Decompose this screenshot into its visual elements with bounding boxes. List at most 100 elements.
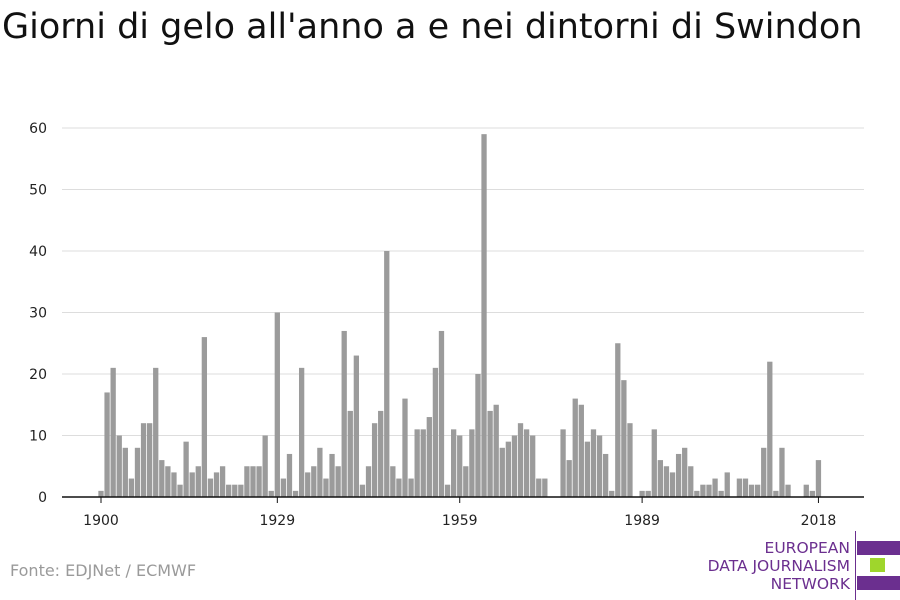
- logo-divider: [855, 531, 856, 600]
- bar-1992: [657, 460, 664, 497]
- bar-1989: [639, 490, 645, 497]
- bar-1967: [505, 441, 512, 497]
- bar-2012: [779, 447, 785, 497]
- logo-block-bottom: [857, 576, 900, 590]
- bar-1937: [323, 478, 329, 497]
- bar-1920: [219, 466, 226, 497]
- x-axis: 1900 1929 1959 1989 2018: [62, 496, 864, 529]
- x-tick-label: 1929: [259, 513, 295, 529]
- chart-title: Giorni di gelo all'anno a e nei dintorni…: [2, 7, 863, 47]
- bar-1930: [280, 478, 287, 497]
- bar-1968: [511, 435, 518, 497]
- bar-1914: [183, 441, 189, 497]
- bar-1964: [487, 410, 493, 497]
- bar-1943: [359, 484, 366, 497]
- bar-2007: [748, 484, 755, 497]
- x-tick-label: 1989: [624, 513, 660, 529]
- bar-1941: [347, 410, 353, 497]
- y-tick-label: 30: [29, 306, 47, 322]
- bars: [98, 134, 822, 497]
- logo-block-middle: [870, 558, 885, 572]
- logo-line-network: NETWORK: [770, 575, 850, 593]
- bar-1924: [244, 466, 250, 497]
- bar-1947: [384, 251, 390, 497]
- bar-1983: [602, 453, 609, 497]
- y-tick-label: 0: [38, 490, 47, 506]
- bar-1907: [140, 423, 147, 497]
- bar-1981: [590, 429, 597, 497]
- bar-1997: [688, 466, 694, 497]
- bar-1912: [171, 472, 177, 497]
- bar-2005: [736, 478, 743, 497]
- bar-1939: [335, 466, 341, 497]
- bar-1932: [292, 490, 299, 497]
- bar-1986: [621, 380, 627, 497]
- logo-line-data-journalism: DATA JOURNALISM: [707, 557, 850, 575]
- bar-2006: [742, 478, 749, 497]
- x-tick-label: 1900: [83, 513, 119, 529]
- bar-1965: [493, 404, 499, 497]
- bar-1922: [232, 484, 238, 497]
- bar-1952: [414, 429, 420, 497]
- bar-1903: [116, 435, 122, 497]
- bar-1985: [615, 343, 621, 497]
- bar-1929: [274, 312, 280, 497]
- bar-1911: [165, 466, 171, 497]
- bar-2013: [785, 484, 791, 497]
- bar-1990: [645, 490, 651, 497]
- bar-1925: [250, 466, 256, 497]
- bar-1940: [341, 330, 347, 497]
- bar-1969: [517, 423, 524, 497]
- bar-1995: [675, 453, 682, 497]
- bar-1999: [700, 484, 706, 497]
- bar-2002: [718, 490, 724, 497]
- bar-1915: [189, 472, 195, 497]
- bar-1902: [110, 367, 116, 497]
- bar-1942: [353, 355, 360, 497]
- bar-1945: [371, 423, 378, 497]
- bar-1984: [609, 490, 615, 497]
- y-tick-label: 60: [29, 121, 47, 137]
- bar-1949: [396, 478, 402, 497]
- bar-1991: [651, 429, 657, 497]
- bar-1953: [420, 429, 426, 497]
- bar-1918: [207, 478, 214, 497]
- bar-1916: [195, 466, 201, 497]
- bar-1961: [469, 429, 475, 497]
- bar-1956: [438, 330, 445, 497]
- bar-1927: [262, 435, 268, 497]
- bar-1958: [450, 429, 457, 497]
- bar-1962: [475, 374, 481, 497]
- source-note: Fonte: EDJNet / ECMWF: [10, 561, 197, 580]
- bar-1993: [663, 466, 670, 497]
- bar-2003: [724, 472, 730, 497]
- bar-1905: [128, 478, 135, 497]
- bar-1906: [134, 447, 141, 497]
- y-tick-label: 10: [29, 429, 47, 445]
- bar-1933: [298, 367, 305, 497]
- bar-1926: [256, 466, 262, 497]
- bar-2000: [706, 484, 712, 497]
- bar-1951: [408, 478, 414, 497]
- y-tick-label: 50: [29, 183, 47, 199]
- bar-1959: [457, 435, 463, 497]
- bar-1982: [596, 435, 603, 497]
- bar-2011: [773, 490, 779, 497]
- bar-1934: [305, 472, 311, 497]
- bar-1938: [329, 453, 335, 497]
- bar-1978: [572, 398, 578, 497]
- bar-1977: [566, 460, 572, 497]
- bar-1946: [378, 410, 384, 497]
- bar-2001: [712, 478, 718, 497]
- bar-1971: [530, 435, 536, 497]
- bar-1970: [523, 429, 530, 497]
- bar-1908: [146, 423, 153, 497]
- bar-1928: [268, 490, 274, 497]
- bar-1980: [584, 441, 591, 497]
- bar-1960: [463, 466, 469, 497]
- y-axis-labels: 0 10 20 30 40 50 60: [29, 121, 47, 506]
- bar-2016: [803, 484, 809, 497]
- edjnet-logo: EUROPEAN DATA JOURNALISM NETWORK: [700, 531, 900, 600]
- bar-1987: [627, 423, 633, 497]
